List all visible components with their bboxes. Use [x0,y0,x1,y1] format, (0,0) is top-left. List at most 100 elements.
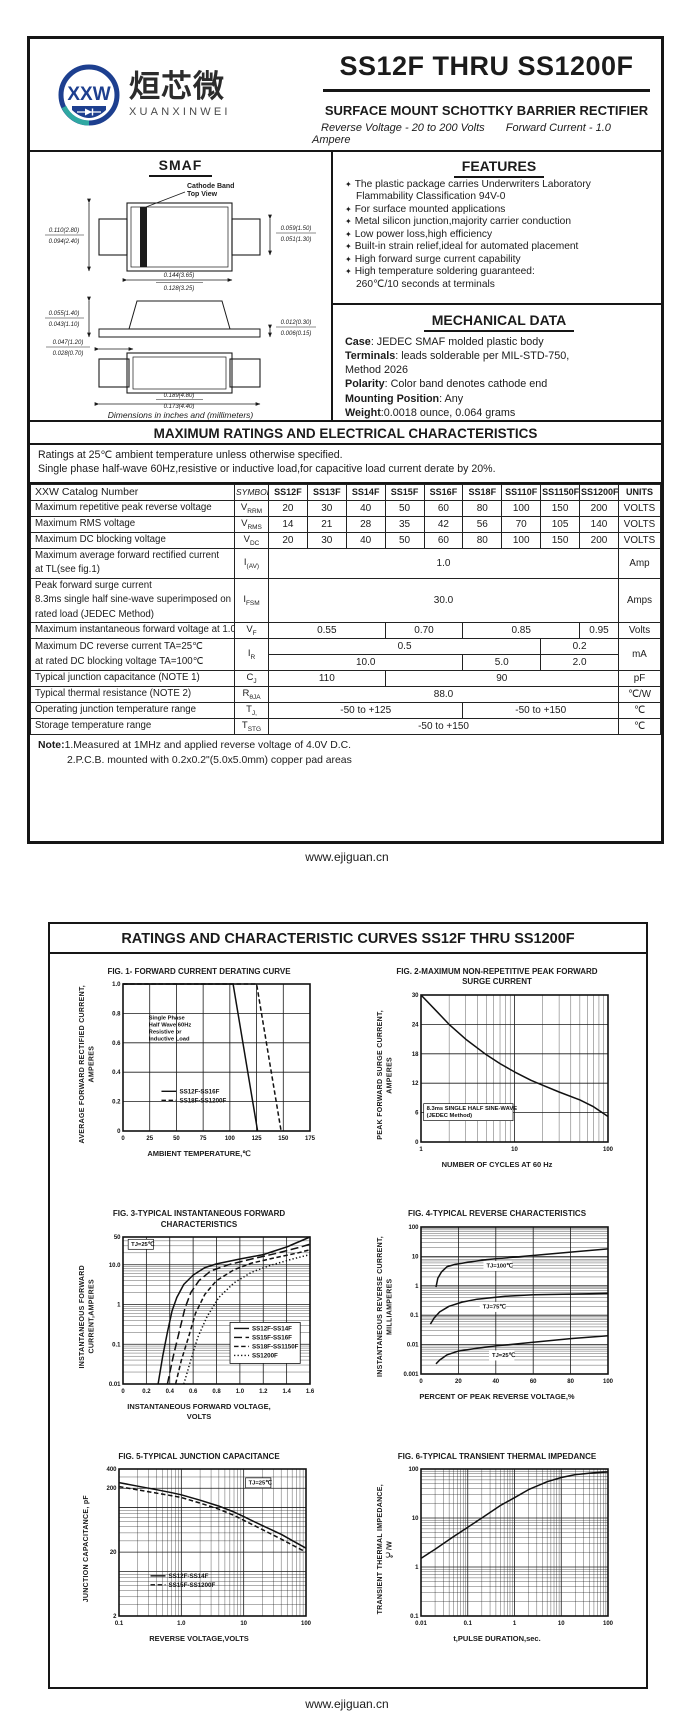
header: XXW 烜芯微 XUANXINWEI SS12F THRU SS1200F SU… [30,39,661,152]
svg-text:1.6: 1.6 [306,1389,315,1395]
value-cell: 40 [345,531,386,549]
symbol-cell: RθJA [234,686,269,704]
svg-text:50: 50 [114,1235,121,1241]
value-cell: 140 [579,515,619,533]
svg-text:0.8: 0.8 [113,1012,122,1018]
param-cell: Maximum instantaneous forward voltage at… [30,622,235,640]
table-row: Maximum repetitive peak reverse voltage V… [30,499,661,517]
svg-text:10: 10 [412,1516,419,1522]
svg-text:SS18F-SS1150F: SS18F-SS1150F [252,1344,299,1351]
features-section: FEATURES ✦ The plastic package carries Un… [333,152,661,306]
units-cell: Amps [618,577,661,624]
value-cell: 88.0 [268,686,619,704]
svg-text:SS15F-SS1200F: SS15F-SS1200F [168,1582,215,1589]
value-cell: 110 [268,670,386,688]
svg-text:100: 100 [409,1467,420,1473]
svg-text:TJ=75℃: TJ=75℃ [483,1303,507,1310]
svg-text:TJ=25℃: TJ=25℃ [248,1479,272,1486]
value-cell: 150 [540,499,580,517]
value-cell: 30 [306,499,347,517]
package-caption: Dimensions in inches and (millimeters) [107,410,254,420]
svg-text:0.001: 0.001 [404,1372,420,1378]
value-cell: 60 [423,499,464,517]
svg-text:Single Phase: Single Phase [149,1016,186,1022]
svg-text:20: 20 [110,1550,117,1556]
symbol-cell: CJ [234,670,269,688]
brand-text: 烜芯微 XUANXINWEI [129,71,231,118]
table-row: Typical junction capacitance (NOTE 1) CJ 1… [30,670,661,688]
svg-text:1.0: 1.0 [113,982,122,988]
fig1-xlabel: AMBIENT TEMPERATURE,℃ [147,1149,251,1159]
note-line: 2.P.C.B. mounted with 0.2x0.2"(5.0x5.0mm… [67,754,352,766]
svg-text:1: 1 [118,1303,122,1309]
dim-lead-height-mm: 0.051(1.30) [281,237,312,243]
fig2-title: FIG. 2-MAXIMUM NON-REPETITIVE PEAK FORWA… [396,967,598,987]
svg-text:0.4: 0.4 [166,1389,175,1395]
svg-text:6: 6 [416,1110,420,1116]
svg-text:40: 40 [493,1379,500,1385]
doc-title: SS12F THRU SS1200F [323,51,650,92]
value-cell: 105 [540,515,580,533]
fig3-plot: 0 0.2 0.4 0.6 0.8 1.0 1.2 1.4 1.6 0.01 0.1 1 10.0 50 T… [109,1235,315,1395]
symbol-cell: VF [234,622,269,640]
value-cell: 0.85 [462,622,580,640]
value-cell: 0.70 [384,622,464,640]
fig2-ylabel: PEAK FORWARD SURGE CURRENT, AMPERES [376,1009,393,1140]
brand-logo: XXW 烜芯微 XUANXINWEI [30,39,312,150]
fig6-title: FIG. 6-TYPICAL TRANSIENT THERMAL IMPEDAN… [397,1451,597,1461]
svg-text:1.2: 1.2 [260,1389,269,1395]
units-cell: Amp [618,547,661,579]
svg-text:SS1200F: SS1200F [252,1353,278,1360]
units-cell: Volts [618,622,661,640]
curves-page-title: RATINGS AND CHARACTERISTIC CURVES SS12F … [50,924,646,954]
fig5-plot: 0.1 1.0 10 100 2 20 200 400 TJ=25℃ SS12F-SS14F SS1… [106,1467,311,1627]
fig1-title: FIG. 1- FORWARD CURRENT DERATING CURVE [107,967,291,976]
param-cell: Maximum DC reverse current TA=25℃ at rate… [30,638,235,672]
symbol-cell: TJ, [234,702,269,720]
svg-text:10: 10 [512,1147,519,1153]
top-view-label: Top View [187,191,218,198]
symbol-cell: IFSM [234,577,269,624]
fig4-ylabel: INSTANTANEOUS REVERSE CURRENT, MILLIAMPE… [376,1236,393,1378]
footer-url-page1: www.ejiguan.cn [305,850,389,864]
fig3-curve [157,1236,311,1385]
svg-text:TJ=100℃: TJ=100℃ [487,1262,514,1269]
table-row: Operating junction temperature range TJ, -… [30,702,661,720]
value-cell: 30.0 [268,577,619,624]
svg-text:75: 75 [200,1136,207,1142]
dim-body-height-mm: 0.094(2.40) [49,239,80,245]
note-line: Note:1.Measured at 1MHz and applied reve… [38,740,352,752]
brand-name-latin: XUANXINWEI [129,106,231,118]
param-cell: Maximum DC blocking voltage [30,531,235,549]
bullet-icon: ✦ [345,180,352,189]
svg-text:100: 100 [603,1379,614,1385]
units-cell: ℃/W [618,686,661,704]
title-block: SS12F THRU SS1200F SURFACE MOUNT SCHOTTK… [312,39,661,150]
svg-text:1.0: 1.0 [177,1621,186,1627]
svg-text:SS12F-SS14F: SS12F-SS14F [252,1326,292,1333]
value-cell: 10.0 [267,654,464,672]
svg-text:400: 400 [106,1467,117,1473]
table-row: Maximum instantaneous forward voltage at… [30,622,661,640]
page-2: RATINGS AND CHARACTERISTIC CURVES SS12F … [48,922,648,1689]
svg-text:0: 0 [420,1379,424,1385]
param-cell: Maximum RMS voltage [30,515,235,533]
ratings-conditions: Ratings at 25℃ ambient temperature unles… [30,445,661,484]
svg-text:0.2: 0.2 [113,1100,122,1106]
fig4-curve [430,1292,609,1325]
mechanical-data-section: MECHANICAL DATA Case: JEDEC SMAF molded … [333,305,661,420]
value-cell: -50 to +150 [268,718,619,736]
symbol-cell: TSTG [234,718,269,736]
tagline-reverse-voltage: Reverse Voltage - 20 to 200 Volts [321,122,485,134]
units-cell: ℃ [618,702,661,720]
dim-body-width-mm: 0.128(3.25) [164,286,195,292]
value-cell: 42 [423,515,464,533]
ratings-band-title: MAXIMUM RATINGS AND ELECTRICAL CHARACTER… [30,422,661,445]
svg-text:10: 10 [412,1254,419,1260]
value-cell: -50 to +125 [267,702,464,720]
dim-side-height-in: 0.055(1.40) [49,311,80,317]
table-row: Peak forward surge current 8.3ms single h… [30,577,661,624]
charts-grid: FIG. 1- FORWARD CURRENT DERATING CURVE AV… [50,954,646,1687]
svg-text:1: 1 [420,1147,424,1153]
